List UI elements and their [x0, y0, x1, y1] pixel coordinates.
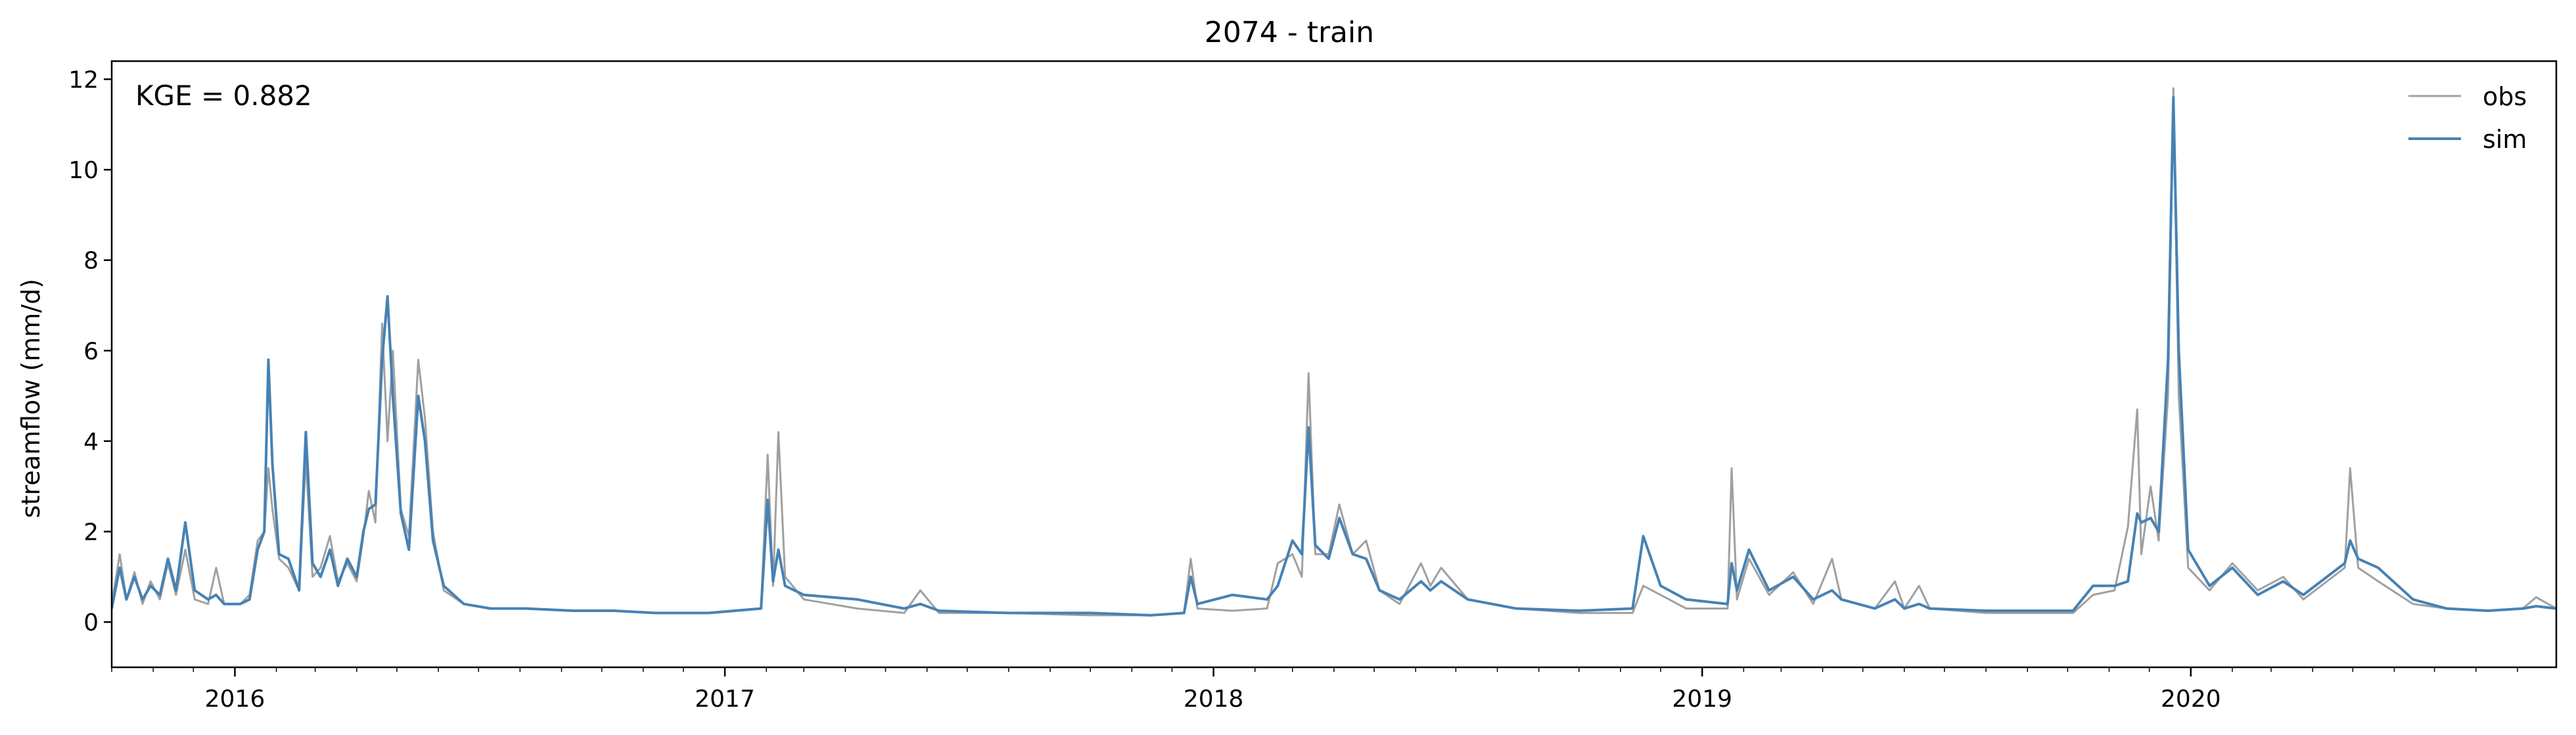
kge-annotation: KGE = 0.882 [135, 80, 312, 112]
chart-title: 2074 - train [1205, 16, 1374, 49]
y-tick-label: 2 [83, 519, 99, 546]
x-tick-label: 2018 [1184, 686, 1244, 713]
y-tick-label: 10 [68, 157, 99, 184]
y-axis-label: streamflow (mm/d) [16, 279, 45, 518]
x-tick-label: 2019 [1672, 686, 1732, 713]
x-tick-label: 2016 [205, 686, 265, 713]
y-axis-ticks: 0 2 4 6 8 10 12 [68, 67, 112, 636]
x-tick-label: 2020 [2161, 686, 2221, 713]
y-tick-label: 0 [83, 609, 99, 636]
plot-area [112, 87, 2556, 617]
series-line-obs [112, 87, 2556, 617]
y-tick-label: 6 [83, 338, 99, 365]
y-tick-label: 12 [68, 67, 99, 94]
x-tick-label: 2017 [695, 686, 755, 713]
y-tick-label: 4 [83, 429, 99, 456]
y-tick-label: 8 [83, 248, 99, 275]
x-axis-ticks: 2016 2017 2018 2019 2020 [205, 667, 2221, 713]
series-line-sim [112, 96, 2556, 617]
plot-frame [110, 60, 2558, 669]
legend-label-obs: obs [2483, 82, 2527, 111]
legend: obs sim [2408, 82, 2527, 154]
legend-label-sim: sim [2483, 125, 2527, 154]
